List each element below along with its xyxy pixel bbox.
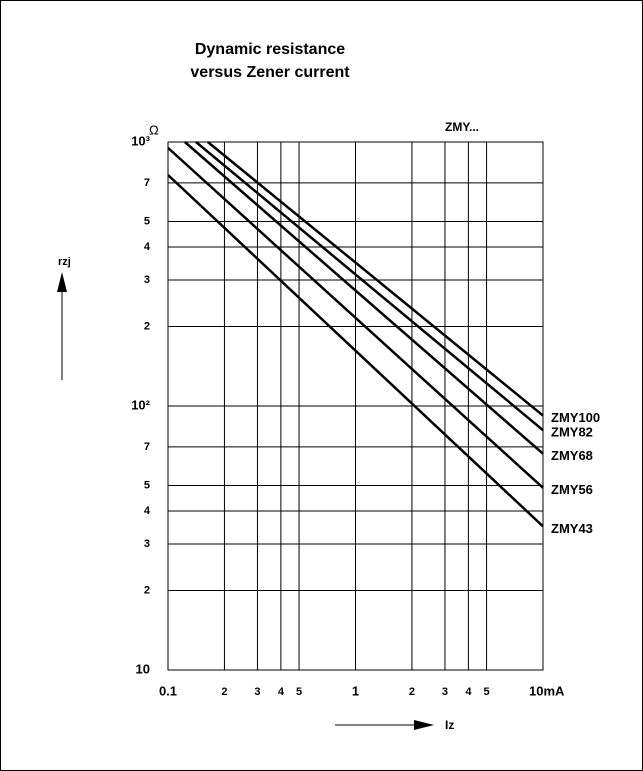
x-tick-label: 0.1: [159, 683, 177, 698]
series-label: ZMY82: [551, 425, 593, 440]
x-tick-label: 2: [409, 686, 415, 698]
annotation: ZMY...: [445, 120, 479, 134]
x-tick-label: 3: [254, 686, 260, 698]
y-tick-label: 7: [144, 177, 150, 189]
y-arrow-head: [57, 272, 67, 292]
y-tick-label: 3: [144, 274, 150, 286]
series-label: ZMY43: [551, 521, 593, 536]
y-tick-label: 7: [144, 441, 150, 453]
y-tick-label: 5: [144, 479, 150, 491]
chart-title: Dynamic resistance: [195, 41, 345, 58]
y-tick-label: 5: [144, 215, 150, 227]
chart-title: versus Zener current: [190, 64, 350, 81]
series-line: [184, 141, 544, 455]
series-label: ZMY56: [551, 482, 593, 497]
y-tick-label: 3: [144, 538, 150, 550]
y-tick-label: 2: [144, 584, 150, 596]
x-tick-label: 5: [483, 686, 489, 698]
y-tick-label: 4: [144, 505, 151, 517]
y-unit: Ω: [149, 122, 159, 137]
y-tick-label: 10²: [131, 397, 150, 412]
series-label: ZMY100: [551, 410, 600, 425]
plot-frame: [167, 141, 544, 671]
x-arrow-head: [414, 720, 434, 730]
y-tick-label: 2: [144, 320, 150, 332]
y-tick-label: 10: [136, 661, 150, 676]
x-tick-label: 3: [442, 686, 448, 698]
x-tick-label: 4: [278, 686, 285, 698]
series-line: [167, 174, 544, 528]
series-line: [167, 146, 544, 489]
series-line: [206, 141, 544, 417]
y-tick-label: 10³: [131, 133, 150, 148]
x-label: Iz: [445, 718, 454, 732]
x-tick-label: 4: [465, 686, 472, 698]
x-tick-label: 1: [352, 683, 359, 698]
y-label: rzj: [58, 256, 71, 268]
series-label: ZMY68: [551, 448, 593, 463]
x-tick-label: 10mA: [529, 683, 565, 698]
x-tick-label: 5: [296, 686, 302, 698]
series-line: [195, 141, 544, 432]
y-tick-label: 4: [144, 241, 151, 253]
x-tick-label: 2: [221, 686, 227, 698]
